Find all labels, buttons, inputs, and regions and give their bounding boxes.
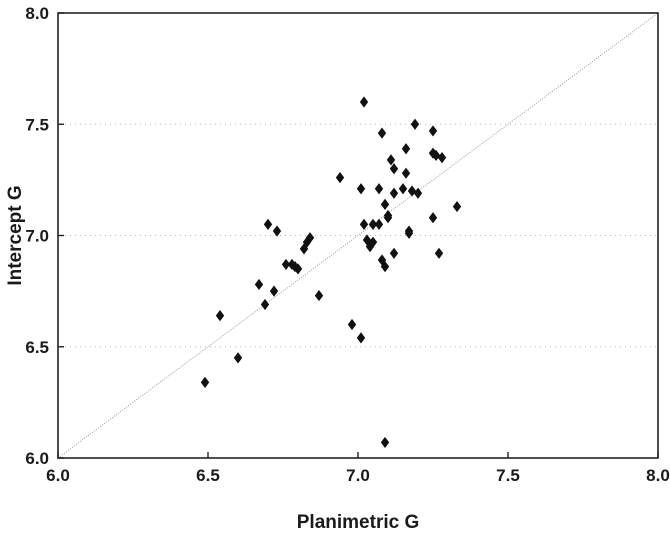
data-point [452,200,462,213]
data-point [380,198,390,210]
data-point [389,247,399,259]
data-point [383,212,393,224]
data-point [374,183,384,195]
data-point [434,247,444,259]
data-point [386,154,396,166]
data-point [404,227,414,239]
data-point [260,298,270,311]
data-point [359,218,369,230]
data-point [428,125,438,137]
data-point [287,258,297,271]
data-point [389,187,399,199]
y-axis-title: Intercept G [5,185,26,285]
y-tick-label: 7.5 [25,115,49,134]
x-axis-title: Planimetric G [297,512,420,533]
plot-frame [57,12,659,459]
data-point [401,143,411,155]
x-tick-labels: 6.0 6.5 7.0 7.5 8.0 [46,466,670,485]
data-point [389,163,399,175]
data-point [410,118,420,130]
y-tick-label: 6.5 [25,338,49,357]
data-point [314,289,324,302]
x-tick-label: 8.0 [646,466,670,485]
data-point [356,332,366,344]
gridlines [60,123,656,348]
y-tick-label: 8.0 [25,4,49,23]
y-tick-label: 7.0 [25,227,49,246]
axis-ticks [57,12,659,459]
data-point [368,236,378,248]
reference-line [57,12,659,459]
data-point [272,225,282,237]
x-tick-label: 6.5 [196,466,220,485]
data-point [347,318,357,331]
data-point [368,218,378,230]
data-point [281,258,291,271]
data-point [380,436,390,449]
data-point [437,152,447,164]
data-point [254,278,264,291]
data-point [428,212,438,224]
data-point [335,172,345,184]
data-point [374,218,384,230]
x-tick-label: 7.5 [496,466,520,485]
data-point [356,183,366,195]
data-point [290,261,300,273]
data-point [377,254,387,266]
data-point [407,185,417,197]
data-point [263,218,273,230]
data-point [377,127,387,139]
data-point [398,183,408,195]
y-tick-labels: 6.0 6.5 7.0 7.5 8.0 [25,4,49,468]
x-tick-label: 6.0 [46,466,70,485]
y-tick-label: 6.0 [25,449,49,468]
data-point [233,352,243,364]
data-points [200,96,462,449]
data-point [431,149,441,161]
data-point [359,96,369,108]
data-point [401,167,411,179]
data-point [200,376,210,388]
data-point [305,232,315,244]
data-point [293,263,303,275]
x-tick-label: 7.0 [346,466,370,485]
data-point [380,261,390,273]
data-point [413,187,423,199]
data-point [269,285,279,297]
data-point [215,310,225,322]
